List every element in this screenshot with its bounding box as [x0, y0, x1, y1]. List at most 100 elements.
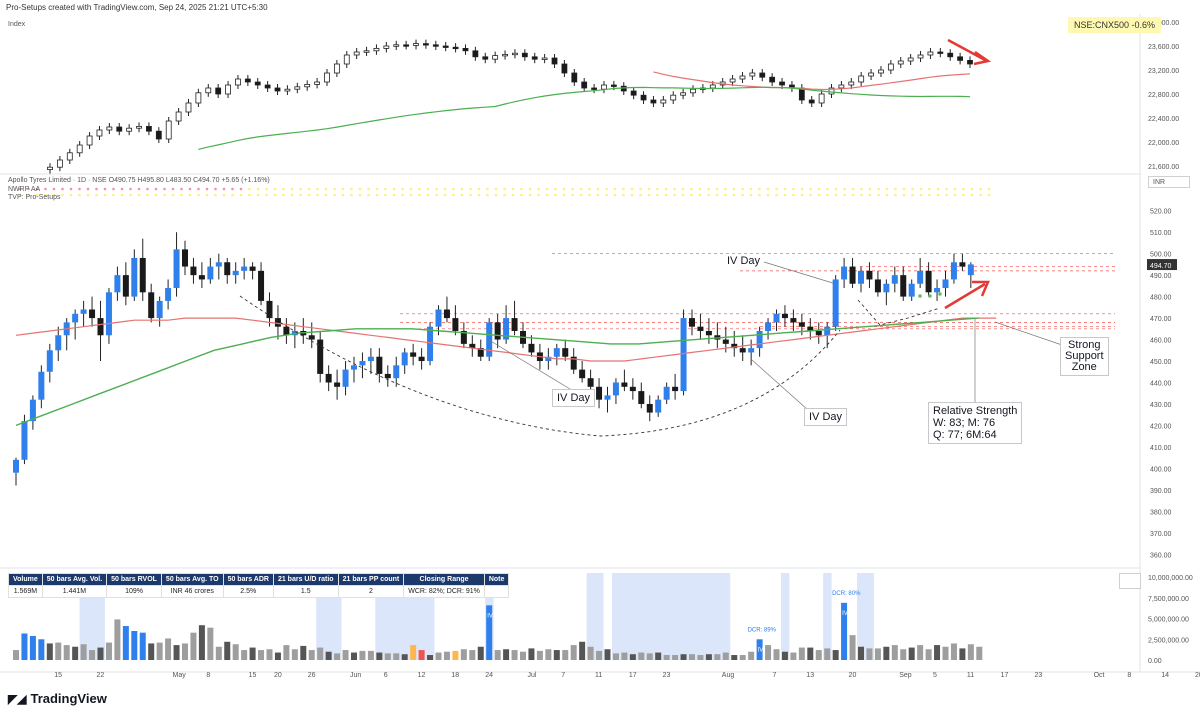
indicator-dot — [834, 193, 838, 197]
volume-bar — [494, 650, 501, 660]
indicator-dot — [851, 187, 855, 191]
price-candle — [705, 330, 712, 336]
index-candle — [531, 56, 538, 60]
volume-bar — [13, 650, 19, 660]
indicator-dot — [809, 187, 812, 191]
indicator-label-2[interactable]: TVP: Pro-Setups — [8, 194, 61, 201]
volume-bar — [553, 650, 560, 660]
indicator-dot — [571, 187, 574, 191]
volume-bar — [807, 647, 814, 660]
symbol-title-line[interactable]: Apollo Tyres Limited · 1D · NSE O490.75 … — [8, 177, 270, 184]
price-candle — [756, 330, 763, 349]
indicator-dot — [44, 193, 47, 197]
indicator-dot — [222, 193, 226, 197]
indicator-dot — [749, 187, 753, 191]
price-candle — [215, 262, 222, 267]
indicator-label-1[interactable]: NWRP AA — [8, 186, 41, 193]
chart-credit: Pro-Setups created with TradingView.com,… — [6, 3, 268, 12]
indicator-dot — [664, 193, 668, 197]
index-candle — [155, 130, 162, 140]
indicator-dot — [426, 187, 430, 191]
volume-bar — [705, 654, 712, 660]
stats-header-cell: 50 bars Avg. TO — [160, 573, 224, 586]
index-candle — [442, 45, 449, 48]
index-candle — [492, 55, 499, 60]
indicator-dot — [452, 187, 455, 191]
price-candle — [672, 386, 679, 392]
indicator-dot — [392, 193, 396, 197]
indicator-dot — [698, 193, 702, 197]
stats-value-cell: 2.5% — [222, 585, 274, 598]
volume-bar — [258, 650, 265, 660]
indicator-dot — [562, 193, 566, 197]
volume-bar — [883, 646, 890, 660]
volume-bar — [384, 653, 391, 660]
volume-tick: 0.00 — [1148, 658, 1162, 665]
tradingview-logo[interactable]: ◤◢ TradingView — [8, 691, 107, 706]
indicator-dot — [282, 187, 285, 191]
indicator-dot — [792, 193, 795, 197]
indicator-dot — [817, 187, 821, 191]
indicator-dot — [180, 193, 183, 197]
index-candle — [591, 87, 597, 90]
price-candle — [832, 279, 839, 327]
indicator-dot — [35, 187, 39, 191]
time-tick: 23 — [663, 672, 671, 679]
price-candle — [908, 283, 915, 297]
price-candle — [435, 309, 442, 327]
indicator-dot — [936, 187, 940, 191]
index-candle — [324, 72, 330, 83]
currency-label[interactable]: INR — [1148, 176, 1190, 188]
volume-bar — [536, 650, 543, 660]
indicator-dot — [766, 193, 770, 197]
indicator-dot — [970, 187, 974, 191]
indicator-dot — [443, 193, 447, 197]
indicator-dot — [171, 193, 175, 197]
index-candle — [47, 166, 53, 170]
indicator-dot — [562, 187, 566, 191]
indicator-dot — [528, 193, 532, 197]
stats-header-cell: Volume — [8, 573, 43, 586]
indicator-dot — [537, 187, 540, 191]
volume-bar — [646, 653, 653, 660]
indicator-dot — [579, 187, 583, 191]
time-tick: 12 — [418, 672, 426, 679]
index-candle — [96, 129, 103, 137]
index-candle — [185, 102, 192, 113]
indicator-dot — [486, 193, 489, 197]
volume-bar — [697, 655, 704, 660]
indicator-dot — [630, 187, 634, 191]
price-candle — [781, 313, 788, 319]
indicator-dot — [197, 187, 200, 191]
price-candle — [798, 322, 805, 327]
stats-value-cell: 1.5 — [272, 585, 339, 598]
volume-bar — [165, 638, 172, 660]
volume-scale-button[interactable] — [1119, 573, 1141, 589]
indicator-dot — [741, 187, 744, 191]
rs-line-2: Q: 77; 6M:64 — [933, 429, 997, 441]
indicator-dot — [324, 187, 328, 191]
volume-bar — [351, 652, 357, 660]
index-badge[interactable]: NSE:CNX500 -0.6% — [1068, 17, 1162, 33]
time-tick: 13 — [806, 672, 814, 679]
indicator-dot — [783, 193, 787, 197]
price-candle — [97, 318, 104, 336]
index-candle — [146, 126, 152, 132]
time-tick: Oct — [1094, 672, 1105, 679]
volume-bar — [55, 642, 62, 660]
indicator-dot — [341, 193, 345, 197]
indicator-dot — [979, 187, 982, 191]
price-candle — [967, 264, 974, 276]
indicator-dot — [953, 193, 957, 197]
price-candle — [655, 399, 662, 413]
indicator-dot — [409, 187, 413, 191]
price-candle — [249, 266, 256, 271]
index-candle — [650, 99, 657, 104]
volume-bar — [182, 643, 188, 660]
indicator-dot — [860, 187, 863, 191]
indicator-dot — [775, 193, 778, 197]
index-candle — [314, 81, 320, 85]
volume-bar — [274, 652, 281, 660]
